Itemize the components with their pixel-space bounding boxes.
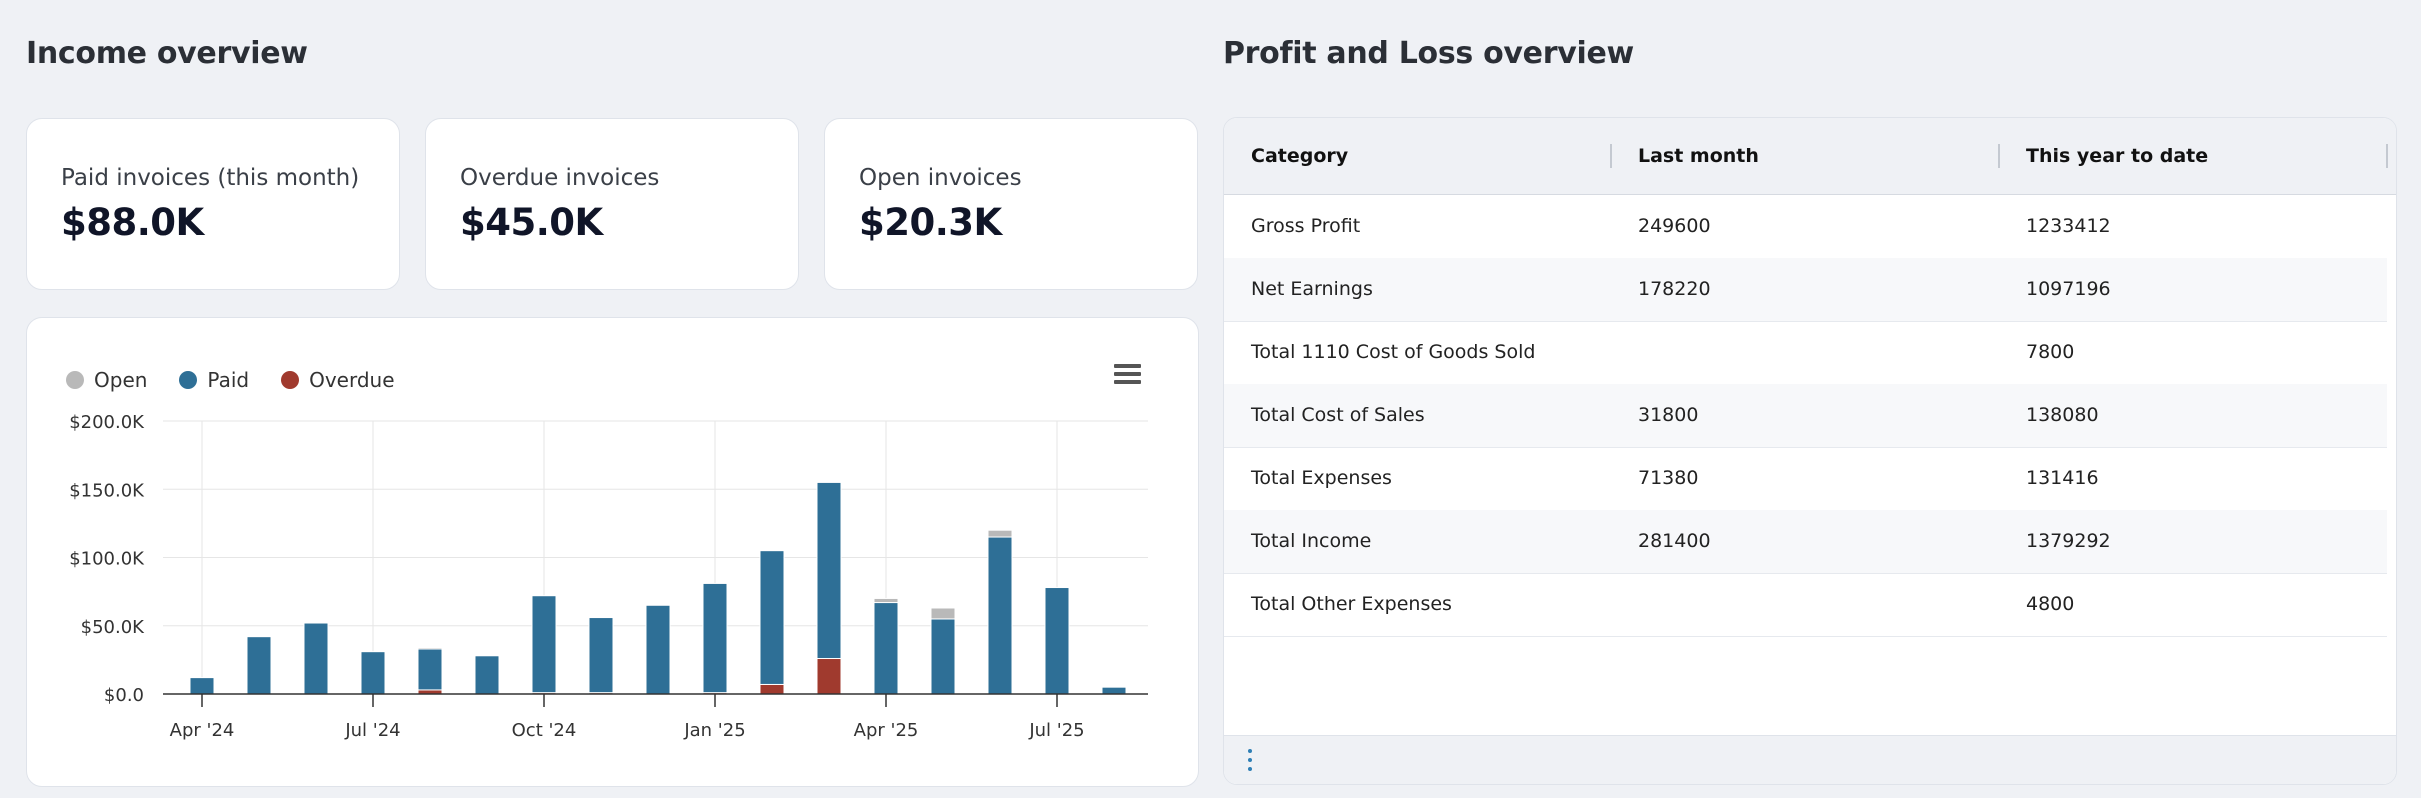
table-row[interactable]: Total Cost of Sales 31800 138080 — [1224, 384, 2387, 448]
column-resize-handle[interactable] — [2386, 144, 2388, 168]
table-row[interactable]: Net Earnings 178220 1097196 — [1224, 258, 2387, 322]
table-row[interactable]: Total 1110 Cost of Goods Sold 7800 — [1224, 321, 2387, 385]
table-row[interactable]: Total Expenses 71380 131416 — [1224, 447, 2387, 511]
kpi-value: $20.3K — [859, 201, 1002, 244]
column-header-ytd[interactable]: This year to date — [2026, 145, 2209, 167]
bar-open — [873, 597, 899, 604]
cell-ytd: 131416 — [2026, 467, 2099, 489]
column-resize-handle[interactable] — [1998, 144, 2000, 168]
legend-item-paid[interactable]: Paid — [179, 368, 249, 392]
column-header-category[interactable]: Category — [1251, 145, 1349, 167]
y-tick-label: $0.0 — [104, 685, 144, 706]
y-tick-label: $150.0K — [69, 480, 145, 501]
x-tick-label: Jul '25 — [1028, 720, 1084, 741]
bar-paid — [360, 651, 386, 695]
more-vertical-icon[interactable] — [1246, 748, 1254, 774]
bar-paid — [588, 617, 614, 694]
cell-category: Total 1110 Cost of Goods Sold — [1251, 341, 1536, 363]
pl-overview-title: Profit and Loss overview — [1223, 36, 1634, 71]
bar-paid — [702, 582, 728, 694]
cell-category: Total Income — [1251, 530, 1372, 552]
bar-paid — [1101, 686, 1127, 695]
bar-paid — [531, 595, 557, 694]
cell-ytd: 138080 — [2026, 404, 2099, 426]
cell-ytd: 7800 — [2026, 341, 2075, 363]
table-row[interactable]: Total Income 281400 1379292 — [1224, 510, 2387, 574]
bar-paid — [759, 550, 785, 685]
bar-paid — [303, 622, 329, 695]
cell-category: Gross Profit — [1251, 215, 1361, 237]
table-row[interactable]: Total Other Expenses 4800 — [1224, 573, 2387, 637]
legend-item-overdue[interactable]: Overdue — [281, 368, 395, 392]
legend-swatch-paid — [179, 371, 198, 389]
x-tick-label: Apr '24 — [170, 720, 235, 741]
column-header-last-month[interactable]: Last month — [1638, 145, 1759, 167]
bar-open — [987, 529, 1013, 538]
legend-label: Paid — [207, 368, 250, 392]
bar-open — [930, 607, 956, 620]
kpi-label: Overdue invoices — [460, 165, 660, 191]
cell-last-month: 249600 — [1638, 215, 1711, 237]
bar-overdue — [816, 658, 842, 695]
pl-table-footer — [1224, 735, 2396, 784]
bar-paid — [645, 604, 671, 695]
bar-paid — [474, 655, 500, 695]
x-tick-label: Jan '25 — [683, 720, 745, 741]
bar-paid — [189, 677, 215, 695]
menu-line — [1114, 380, 1141, 384]
kpi-value: $45.0K — [460, 201, 603, 244]
column-resize-handle[interactable] — [1610, 144, 1612, 168]
kpi-open-invoices: Open invoices $20.3K — [824, 118, 1198, 290]
cell-last-month: 31800 — [1638, 404, 1699, 426]
table-row[interactable]: Gross Profit 249600 1233412 — [1224, 195, 2387, 259]
kpi-label: Paid invoices (this month) — [61, 165, 360, 191]
cell-category: Net Earnings — [1251, 278, 1373, 300]
kpi-value: $88.0K — [61, 201, 204, 244]
bar-open — [417, 647, 443, 650]
bar-paid — [930, 618, 956, 695]
menu-line — [1114, 364, 1141, 368]
legend-swatch-open — [66, 371, 84, 389]
cell-ytd: 1233412 — [2026, 215, 2111, 237]
y-tick-label: $200.0K — [69, 412, 145, 433]
bar-paid — [417, 648, 443, 691]
bar-overdue — [759, 683, 785, 695]
cell-last-month: 71380 — [1638, 467, 1699, 489]
kpi-overdue-invoices: Overdue invoices $45.0K — [425, 118, 799, 290]
legend-label: Overdue — [309, 368, 395, 392]
cell-last-month: 178220 — [1638, 278, 1711, 300]
x-tick-label: Apr '25 — [854, 720, 919, 741]
cell-ytd: 1097196 — [2026, 278, 2111, 300]
legend-item-open[interactable]: Open — [66, 368, 147, 392]
cell-ytd: 1379292 — [2026, 530, 2111, 552]
legend-swatch-overdue — [281, 371, 300, 389]
pl-table-header: Category Last month This year to date — [1224, 118, 2396, 195]
x-tick-label: Oct '24 — [512, 720, 577, 741]
legend-label: Open — [94, 368, 148, 392]
cell-category: Total Cost of Sales — [1251, 404, 1425, 426]
y-tick-label: $100.0K — [69, 549, 145, 570]
bar-paid — [987, 536, 1013, 695]
cell-ytd: 4800 — [2026, 593, 2075, 615]
hamburger-menu-icon[interactable] — [1114, 364, 1142, 388]
cell-last-month: 281400 — [1638, 530, 1711, 552]
y-tick-label: $50.0K — [81, 617, 146, 638]
kpi-paid-invoices: Paid invoices (this month) $88.0K — [26, 118, 400, 290]
menu-line — [1114, 372, 1141, 376]
bar-paid — [1044, 587, 1070, 695]
income-overview-title: Income overview — [26, 36, 308, 71]
kpi-label: Open invoices — [859, 165, 1022, 191]
dot — [1248, 749, 1252, 753]
dot — [1248, 767, 1252, 771]
chart-legend: Open Paid Overdue — [66, 368, 395, 392]
x-tick-label: Jul '24 — [344, 720, 400, 741]
cell-category: Total Other Expenses — [1251, 593, 1452, 615]
bar-paid — [873, 602, 899, 695]
bar-paid — [246, 636, 272, 695]
bar-paid — [816, 481, 842, 660]
cell-category: Total Expenses — [1251, 467, 1392, 489]
pl-table: Category Last month This year to date Gr… — [1223, 117, 2397, 785]
dot — [1248, 758, 1252, 762]
